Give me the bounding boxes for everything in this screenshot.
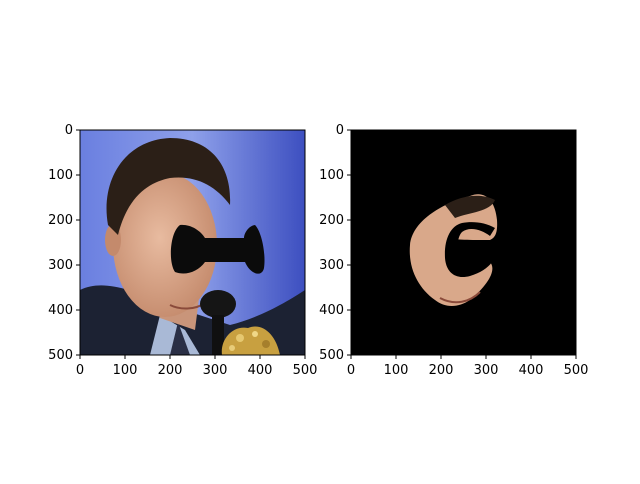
x-tick-label: 200 [158,363,183,378]
y-tick-label: 400 [319,303,344,318]
x-tick-label: 100 [113,363,138,378]
y-tick-label: 400 [48,303,73,318]
x-tick-label: 500 [564,363,589,378]
y-tick-label: 500 [319,348,344,363]
y-tick-label: 100 [319,168,344,183]
y-tick-label: 200 [48,213,73,228]
right-axes-frame [350,129,577,356]
y-tick-label: 300 [319,258,344,273]
x-tick-label: 100 [384,363,409,378]
y-tick-label: 0 [65,123,73,138]
bowtie-mask [170,224,265,274]
y-tick-label: 500 [48,348,73,363]
x-tick-label: 400 [519,363,544,378]
x-tick-label: 300 [203,363,228,378]
y-tick-label: 100 [48,168,73,183]
y-tick-label: 300 [48,258,73,273]
right-image-panel [351,130,576,355]
x-tick-label: 200 [429,363,454,378]
x-tick-label: 0 [76,363,84,378]
left-image-panel [80,130,305,355]
y-tick-label: 0 [336,123,344,138]
x-tick-label: 300 [474,363,499,378]
x-tick-label: 0 [347,363,355,378]
c-cutout [444,222,495,278]
x-tick-label: 500 [293,363,318,378]
left-axes-frame [79,129,306,356]
y-tick-label: 200 [319,213,344,228]
x-tick-label: 400 [248,363,273,378]
